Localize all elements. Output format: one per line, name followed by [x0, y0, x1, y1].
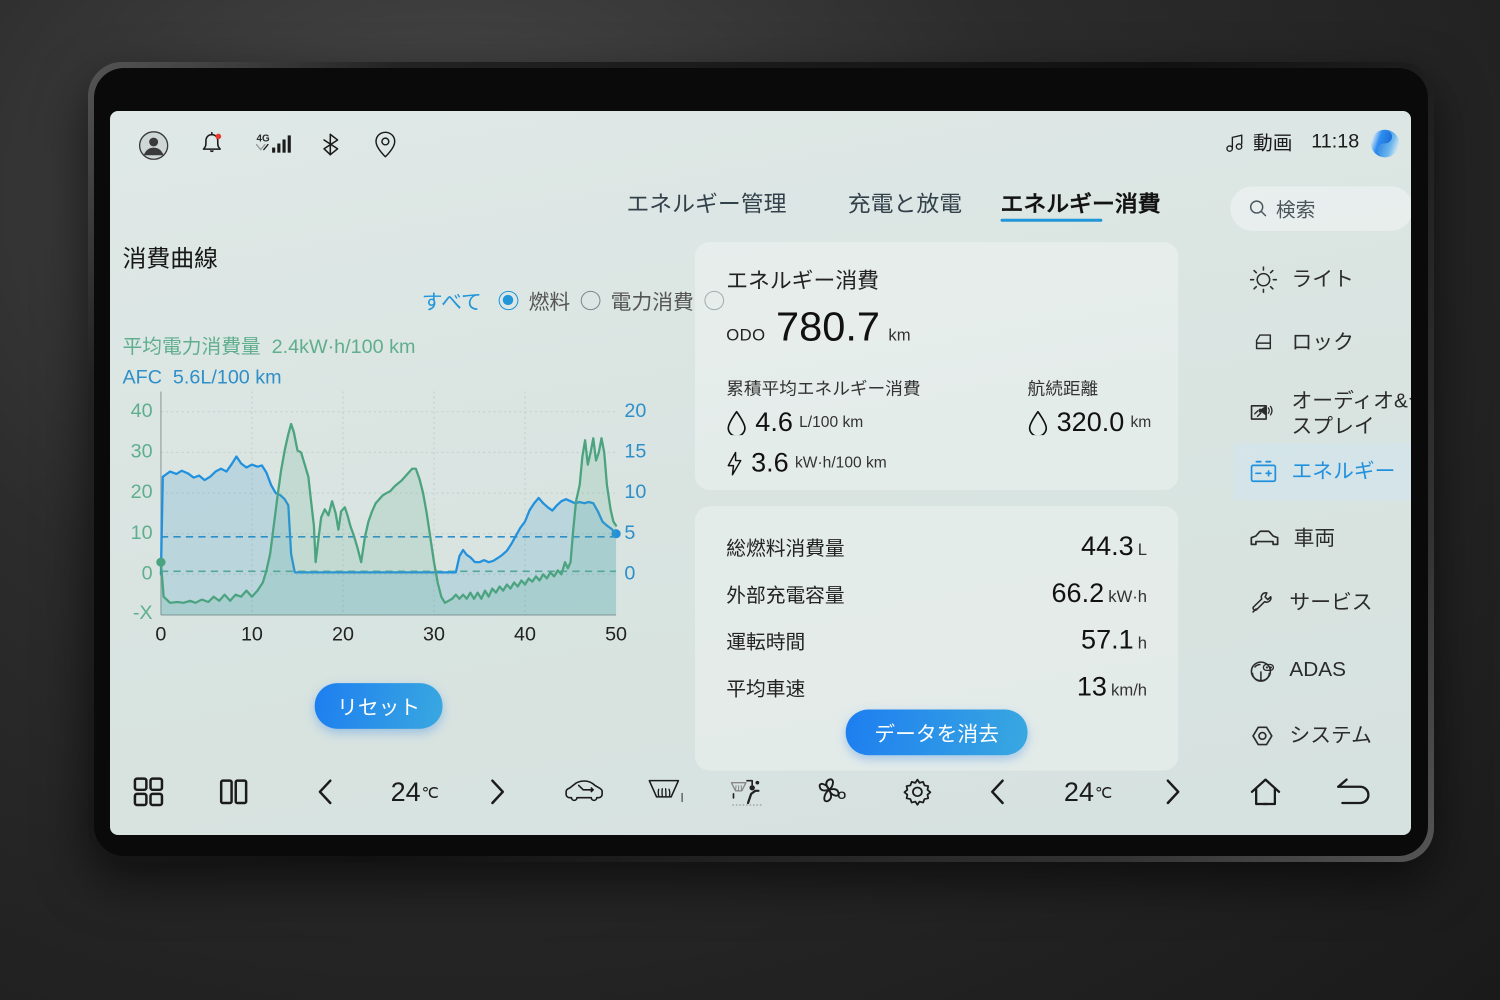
svg-text:ON: ON — [837, 790, 845, 802]
svg-text:30: 30 — [423, 624, 445, 646]
svg-text:20: 20 — [624, 400, 646, 422]
svg-text:0: 0 — [142, 563, 153, 585]
svg-text:40: 40 — [514, 624, 536, 646]
svg-text:30: 30 — [131, 441, 153, 463]
svg-text:4G: 4G — [257, 134, 270, 145]
svg-text:20: 20 — [332, 624, 354, 646]
svg-text:0: 0 — [624, 563, 635, 585]
svg-text:10: 10 — [624, 481, 646, 503]
svg-text:F: F — [680, 790, 682, 803]
svg-text:20: 20 — [131, 481, 153, 503]
svg-text:10: 10 — [241, 624, 263, 646]
svg-text:40: 40 — [131, 400, 153, 422]
svg-text:-X: -X — [133, 602, 153, 624]
svg-text:5: 5 — [624, 522, 635, 544]
svg-text:50: 50 — [605, 624, 627, 646]
svg-text:15: 15 — [624, 441, 646, 463]
svg-text:0: 0 — [155, 624, 166, 646]
svg-text:10: 10 — [131, 522, 153, 544]
